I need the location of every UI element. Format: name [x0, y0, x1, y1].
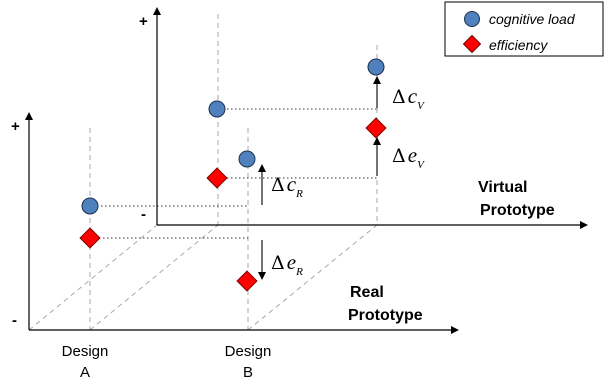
delta-labels: ΔcV ΔeV ΔcR ΔeR [271, 84, 425, 278]
data-markers [79, 58, 387, 292]
delta-ev-label: ΔeV [392, 143, 425, 171]
delta-er-label: ΔeR [271, 250, 303, 278]
depth-guide-origin [28, 224, 158, 331]
virtual-axis-title-line1: Virtual [478, 179, 528, 196]
virtual-design-a-efficiency-marker [206, 167, 228, 189]
legend-efficiency-label: efficiency [489, 37, 548, 53]
real-design-a-efficiency-marker [79, 227, 101, 249]
design-b-label-line1: Design [225, 343, 272, 360]
legend-cognitive-load-icon [464, 11, 480, 27]
depth-guide-b [247, 224, 378, 331]
virtual-design-b-efficiency-marker [365, 117, 387, 139]
virtual-plus-sign: + [139, 13, 148, 30]
real-prototype-axes: + - Real Prototype [11, 112, 459, 334]
real-design-b-efficiency-marker [236, 270, 258, 292]
legend-efficiency-icon [462, 34, 482, 54]
virtual-design-b-cognitive-load-marker [367, 58, 385, 76]
real-design-b-cognitive-load-marker [238, 150, 256, 168]
real-axis-title-line2: Prototype [348, 307, 423, 324]
design-labels: Design A Design B [62, 343, 272, 381]
design-a-label-line1: Design [62, 343, 109, 360]
virtual-design-a-cognitive-load-marker [208, 100, 226, 118]
virtual-minus-sign: - [141, 206, 146, 223]
real-axis-title-line1: Real [350, 284, 384, 301]
legend-cognitive-load-label: cognitive load [489, 11, 576, 27]
real-design-a-cognitive-load-marker [81, 197, 99, 215]
delta-cv-label: ΔcV [392, 84, 425, 112]
real-minus-sign: - [12, 312, 17, 329]
delta-cr-label: ΔcR [271, 172, 303, 200]
design-a-label-line2: A [80, 364, 90, 381]
dotted-connectors [99, 108, 377, 239]
virtual-axis-title-line2: Prototype [480, 202, 555, 219]
projection-guides [28, 14, 378, 331]
depth-guide-a [89, 224, 219, 331]
real-plus-sign: + [11, 118, 20, 135]
legend: cognitive load efficiency [444, 1, 604, 57]
virtual-prototype-axes: + - Virtual Prototype [139, 7, 588, 229]
delta-arrows [258, 76, 381, 280]
design-b-label-line2: B [243, 364, 253, 381]
